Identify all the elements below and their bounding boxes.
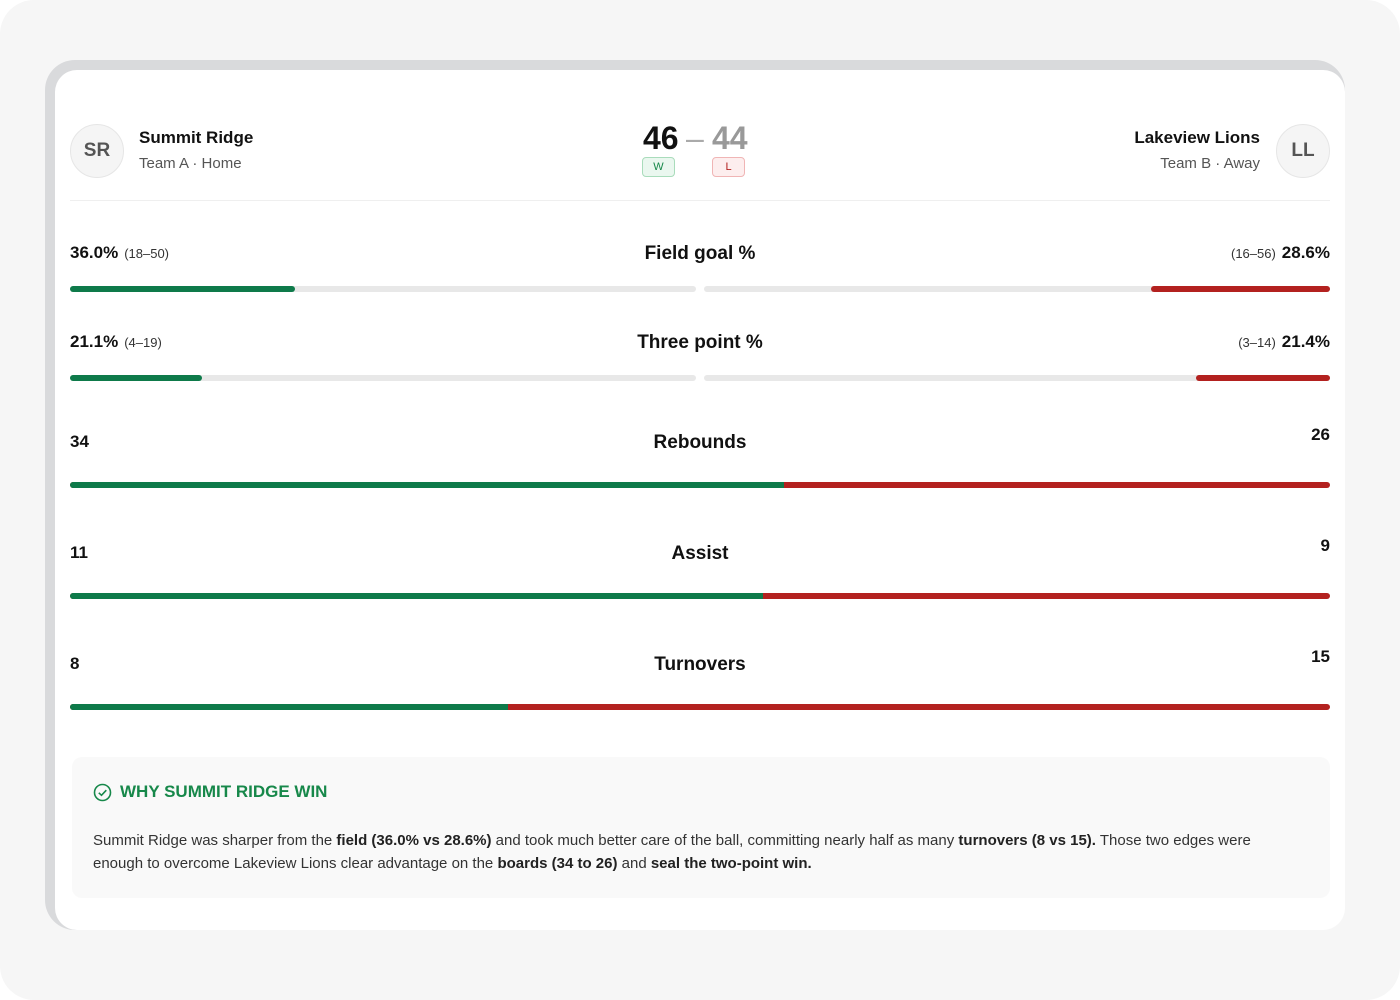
- away-meta: Team B · Away: [1160, 155, 1260, 172]
- home-value: 8: [70, 654, 80, 673]
- away-result: L: [712, 157, 745, 177]
- away-value: 9: [1320, 536, 1330, 555]
- home-stat: 21.1% (4–19): [70, 332, 162, 352]
- home-track: [70, 286, 696, 292]
- stat-label: Assist: [671, 543, 729, 564]
- bold-text: seal the two-point win.: [650, 855, 812, 872]
- bold-text: turnovers (8 vs 15).: [958, 832, 1096, 849]
- text: and took much better care of the ball, c…: [491, 832, 959, 849]
- summary-text: Summit Ridge was sharper from the field …: [93, 829, 1303, 875]
- home-track: [70, 375, 696, 381]
- text: Summit Ridge was sharper from the: [93, 832, 337, 849]
- check-icon: [93, 783, 112, 802]
- stat-label: Turnovers: [654, 654, 746, 675]
- home-bar: [70, 593, 763, 599]
- stat-label: Rebounds: [653, 432, 747, 453]
- away-value: 28.6%: [1281, 243, 1330, 262]
- home-stat: 36.0% (18–50): [70, 243, 169, 263]
- bold-text: field (36.0% vs 28.6%): [336, 832, 492, 849]
- home-value: 36.0%: [70, 243, 119, 262]
- away-value: 21.4%: [1281, 332, 1330, 351]
- summary-box: [72, 757, 1330, 898]
- away-bar: [1150, 286, 1330, 292]
- home-name: Summit Ridge: [139, 128, 254, 147]
- separator: –: [686, 120, 704, 156]
- home-bar: [70, 375, 203, 381]
- home-avatar: SR: [70, 124, 124, 178]
- away-detail: (3–14): [1238, 335, 1276, 350]
- home-meta: Team A · Home: [139, 155, 242, 172]
- home-detail: (18–50): [124, 246, 170, 261]
- home-result: W: [642, 157, 675, 177]
- away-stat: (3–14) 21.4%: [1238, 332, 1330, 352]
- home-value: 21.1%: [70, 332, 119, 351]
- away-name: Lakeview Lions: [1134, 128, 1260, 147]
- away-score: 44: [712, 120, 748, 156]
- home-detail: (4–19): [124, 335, 162, 350]
- away-avatar: LL: [1276, 124, 1330, 178]
- away-value: 15: [1311, 647, 1330, 666]
- away-bar: [70, 704, 1330, 710]
- bold-text: boards (34 to 26): [497, 855, 618, 872]
- away-bar: [1196, 375, 1330, 381]
- home-bar: [70, 482, 784, 488]
- home-value: 34: [70, 432, 89, 451]
- away-stat: (16–56) 28.6%: [1231, 243, 1330, 263]
- stat-label: Three point %: [637, 332, 763, 353]
- home-value: 11: [70, 543, 88, 562]
- away-track: [704, 375, 1330, 381]
- summary-title: WHY SUMMIT RIDGE WIN: [120, 782, 328, 801]
- home-score: 46: [643, 120, 679, 156]
- text: Those two edges were enough to overcome …: [93, 832, 1251, 872]
- home-bar: [70, 286, 296, 292]
- divider: [70, 200, 1330, 201]
- away-detail: (16–56): [1230, 246, 1276, 261]
- home-bar: [70, 704, 509, 710]
- away-value: 26: [1311, 425, 1330, 444]
- stat-label: Field goal %: [644, 243, 756, 264]
- away-track: [704, 286, 1330, 292]
- text: and: [617, 855, 651, 872]
